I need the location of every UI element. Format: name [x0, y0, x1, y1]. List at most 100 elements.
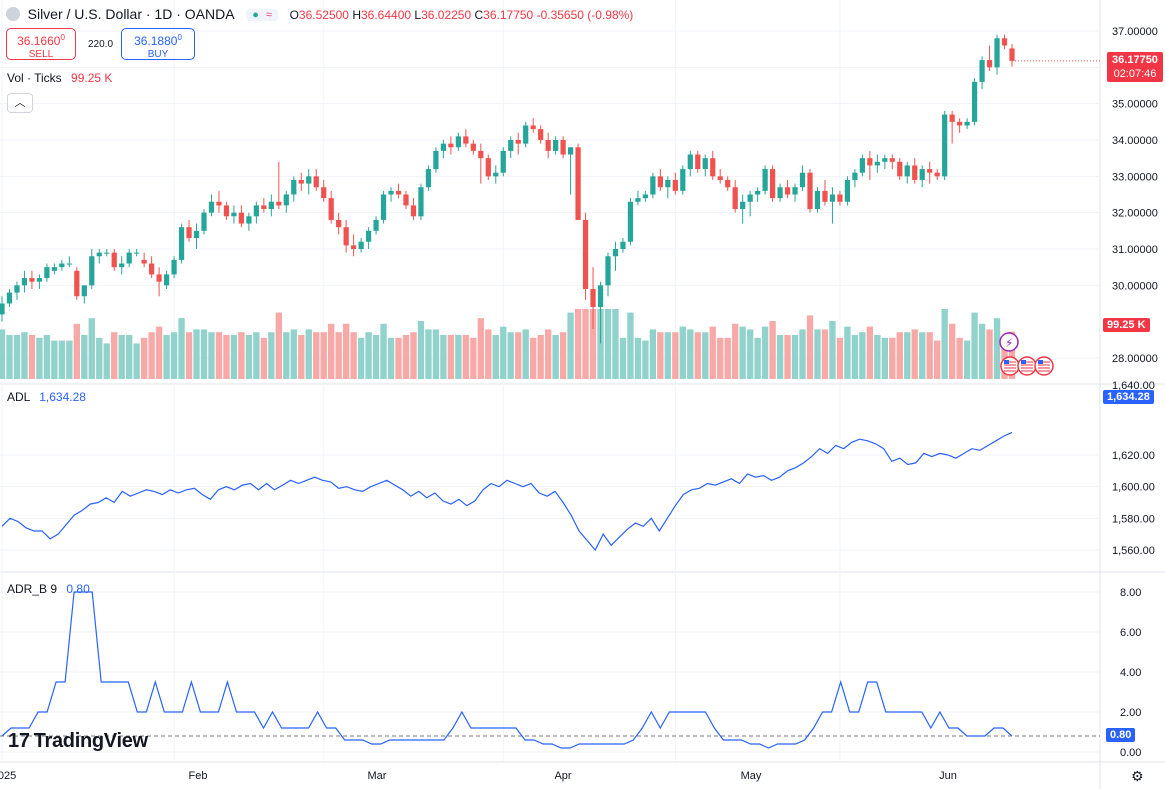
candle-body: [395, 190, 402, 195]
candle-body: [687, 154, 693, 170]
symbol-header: Silver / U.S. Dollar · 1D · OANDA ● ≈ O3…: [6, 6, 633, 22]
candle-body: [268, 201, 274, 210]
candle-body: [650, 176, 656, 195]
buy-button[interactable]: 36.18800 BUY: [121, 28, 195, 60]
volume-bar: [754, 337, 761, 379]
adl-title: ADL: [7, 390, 30, 404]
sell-price: 36.1660: [17, 34, 61, 48]
volume-bar: [821, 329, 829, 379]
volume-bar: [500, 326, 507, 379]
volume-bar: [859, 332, 866, 379]
price-tick-label: 32.00000: [1112, 208, 1158, 220]
settings-gear-icon[interactable]: ⚙: [1131, 768, 1144, 784]
candle-body: [986, 60, 993, 68]
candle-body: [523, 125, 529, 144]
candle-body: [927, 169, 933, 173]
candle-body: [111, 252, 117, 268]
candle-body: [747, 194, 753, 202]
candle-body: [642, 194, 649, 199]
volume-bar: [140, 337, 148, 379]
volume-bar: [844, 326, 851, 379]
price-tick-label: 33.00000: [1112, 171, 1158, 183]
buy-price-sup: 0: [177, 33, 182, 42]
market-status-badge[interactable]: ● ≈: [246, 9, 278, 21]
candle-body: [261, 205, 267, 210]
volume-bar: [634, 337, 642, 379]
volume-bar: [515, 332, 522, 379]
candle-body: [575, 147, 581, 220]
volume-bar: [238, 332, 245, 379]
volume-bar: [290, 329, 297, 379]
symbol-title[interactable]: Silver / U.S. Dollar · 1D · OANDA: [27, 6, 235, 22]
volume-bar: [178, 318, 185, 379]
adr-tick-label: 4.00: [1120, 667, 1141, 679]
volume-bar: [552, 335, 559, 379]
volume-bar: [589, 309, 597, 379]
candle-body: [231, 212, 237, 217]
sell-label: SELL: [28, 49, 54, 60]
volume-bar: [941, 309, 948, 379]
candle-body: [29, 278, 35, 282]
volume-bar: [208, 332, 215, 379]
candle-body: [388, 190, 394, 195]
volume-bar: [799, 329, 806, 379]
tradingview-logo[interactable]: 17 TradingView: [8, 730, 148, 753]
candle-body: [59, 263, 65, 268]
volume-bar: [13, 335, 21, 379]
volume-bar: [612, 309, 619, 379]
price-tick-label: 35.00000: [1112, 99, 1158, 111]
candle-body: [942, 114, 948, 177]
volume-bar: [51, 340, 58, 379]
candle-body: [455, 136, 461, 148]
volume-bar: [402, 335, 410, 379]
volume-bar: [956, 337, 963, 379]
adr-legend[interactable]: ADR_B 9 0.80: [7, 582, 90, 596]
adl-tick-label: 1,600.00: [1112, 482, 1155, 494]
adr-tick-label: 6.00: [1120, 627, 1141, 639]
candle-body: [223, 205, 230, 217]
volume-bar: [642, 340, 649, 379]
adl-tick-label: 1,560.00: [1112, 545, 1155, 557]
volume-bar: [664, 332, 672, 379]
adl-tick-label: 1,620.00: [1112, 450, 1155, 462]
market-open-dot-icon: ●: [252, 9, 259, 21]
volume-bar: [58, 340, 66, 379]
candle-body: [201, 212, 207, 231]
us-flag-event-icon: [1034, 356, 1054, 376]
candle-body: [904, 165, 910, 177]
candle-body: [814, 190, 821, 210]
candle-body: [463, 136, 469, 144]
candle-body: [755, 190, 761, 195]
volume-legend[interactable]: Vol · Ticks 99.25 K: [7, 71, 112, 85]
candle-body: [14, 285, 20, 293]
collapse-button[interactable]: ︿: [7, 93, 33, 113]
adl-legend[interactable]: ADL 1,634.28: [7, 390, 86, 404]
volume-bar: [881, 337, 888, 379]
candle-body: [306, 176, 312, 184]
volume-bar: [455, 335, 462, 379]
volume-bar: [275, 312, 282, 379]
price-tick-label: 1,640.00: [1112, 380, 1155, 392]
candle-body: [897, 161, 903, 177]
adl-value-tag: 1,634.28: [1103, 390, 1154, 404]
volume-bar: [96, 337, 103, 379]
volume-legend-value: 99.25 K: [71, 71, 113, 85]
candle-body: [126, 252, 132, 264]
candle-body: [934, 172, 940, 177]
time-axis-label: Mar: [368, 770, 387, 782]
candle-body: [740, 201, 746, 210]
volume-bar: [111, 332, 118, 379]
sell-button[interactable]: 36.16600 SELL: [6, 28, 76, 60]
volume-bar: [619, 337, 627, 379]
candle-body: [732, 187, 738, 210]
candle-body: [590, 288, 596, 308]
candle-body: [882, 158, 888, 162]
candle-body: [582, 219, 589, 289]
candle-body: [695, 154, 701, 170]
volume-bar: [470, 337, 477, 379]
volume-bar: [81, 335, 88, 379]
adr-legend-value: 0.80: [66, 582, 90, 596]
candle-body: [725, 179, 731, 188]
volume-bar: [948, 323, 956, 379]
